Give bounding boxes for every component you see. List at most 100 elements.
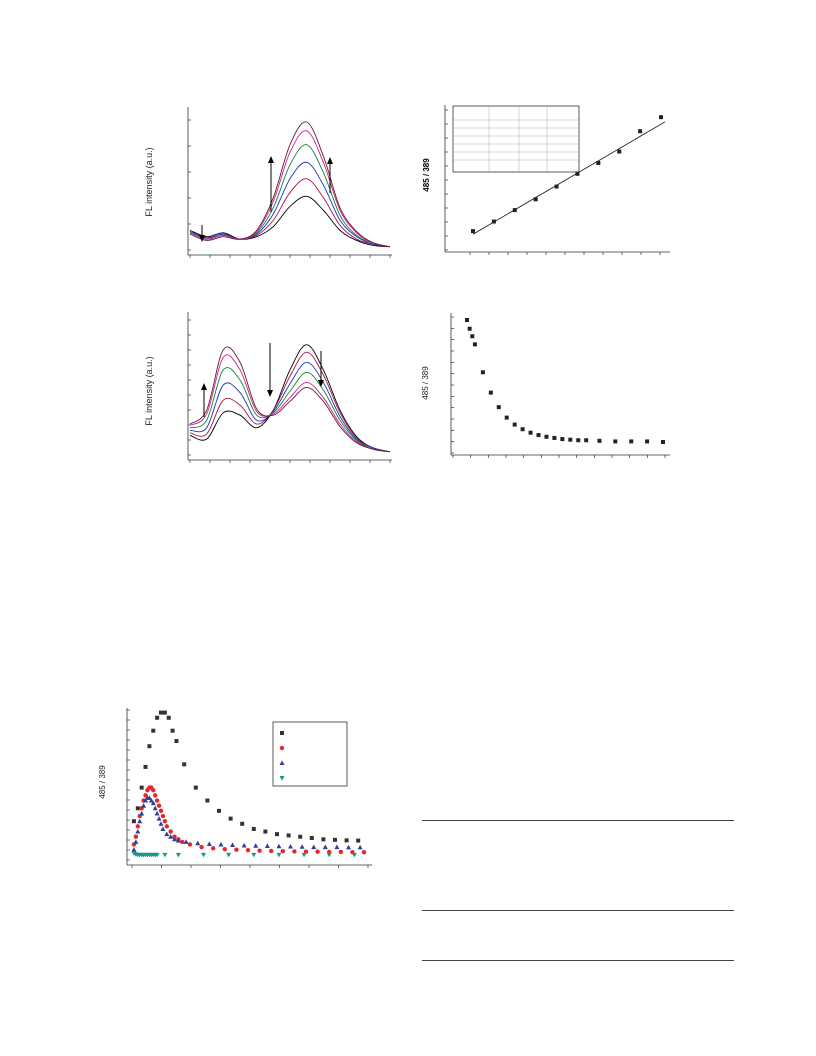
data-point	[544, 434, 549, 439]
data-point	[292, 849, 297, 854]
data-point	[133, 834, 139, 839]
data-point	[512, 208, 517, 213]
data-point	[152, 805, 158, 811]
data-point	[228, 816, 233, 821]
data-point	[584, 438, 589, 443]
y-axis-label: 485 / 389	[98, 765, 107, 799]
data-point	[613, 439, 618, 444]
annotation-arrows	[199, 156, 333, 242]
data-point	[533, 197, 538, 202]
data-point	[472, 342, 477, 347]
data-point	[195, 840, 201, 846]
data-point	[333, 837, 337, 842]
data-point	[174, 739, 179, 744]
data-point	[182, 762, 187, 767]
data-point	[180, 839, 185, 845]
spectrum-line	[189, 144, 391, 248]
data-point	[279, 745, 285, 751]
legend	[272, 721, 348, 787]
spectrum-line	[189, 361, 391, 453]
spectrum-line	[189, 121, 391, 248]
data-point	[139, 810, 145, 816]
data-point	[156, 803, 162, 808]
data-point	[222, 846, 227, 852]
data-point	[356, 838, 361, 843]
data-point	[205, 798, 210, 803]
table-mid-rule	[422, 910, 734, 911]
spectrum-line	[189, 195, 391, 248]
data-point	[253, 843, 259, 848]
spectrum-line	[189, 130, 391, 248]
data-point	[162, 819, 168, 824]
data-points	[131, 710, 367, 858]
data-point	[344, 838, 349, 843]
data-point	[131, 819, 136, 824]
data-point	[264, 843, 270, 849]
data-point	[234, 847, 239, 852]
data-point	[575, 171, 580, 176]
data-point	[158, 808, 164, 814]
annotation-arrows	[201, 343, 324, 417]
data-point	[162, 710, 167, 715]
spectrum-line	[189, 161, 391, 248]
data-point	[251, 826, 256, 831]
axes	[450, 313, 670, 458]
ratio-linear-chart: 485 / 389	[422, 105, 670, 255]
data-point	[554, 184, 559, 189]
data-point	[201, 852, 207, 858]
table-bottom-rule	[422, 960, 734, 961]
data-point	[154, 810, 160, 816]
data-point	[154, 852, 160, 858]
data-point	[560, 437, 565, 442]
data-points	[465, 318, 665, 444]
data-point	[568, 437, 573, 442]
data-point	[162, 852, 168, 858]
data-point	[155, 715, 160, 720]
data-point	[334, 844, 340, 850]
data-point	[552, 435, 557, 440]
spectrum-line	[189, 178, 391, 248]
y-axis-label: 485 / 389	[421, 366, 430, 400]
fit-line	[472, 121, 666, 235]
data-point	[193, 785, 198, 790]
data-point	[263, 829, 268, 834]
data-point	[154, 798, 160, 803]
data-point	[279, 776, 285, 781]
data-point	[131, 847, 137, 852]
data-point	[141, 803, 147, 808]
spectrum-line	[189, 354, 391, 453]
spectrum-line	[189, 351, 391, 453]
data-point	[240, 821, 245, 826]
data-point	[301, 852, 307, 858]
data-point	[137, 818, 143, 824]
data-point	[299, 844, 305, 849]
ratio-decay-chart: 485 / 389	[421, 313, 670, 458]
spectra-chart-a: FL intensity (a.u.)	[144, 107, 392, 258]
data-point	[275, 832, 279, 837]
axes	[126, 708, 372, 868]
data-point	[211, 846, 216, 851]
data-point	[597, 438, 602, 443]
data-point	[326, 852, 332, 858]
data-point	[170, 728, 175, 733]
data-point	[160, 813, 166, 819]
axes	[187, 312, 392, 463]
data-point	[351, 852, 357, 858]
data-point	[309, 836, 314, 841]
data-point	[298, 834, 303, 839]
data-point	[175, 838, 181, 843]
ratio-kinetics-chart: 485 / 389	[98, 708, 372, 868]
data-point	[491, 219, 496, 224]
data-point	[536, 433, 541, 438]
data-point	[470, 334, 475, 339]
data-point	[257, 848, 262, 853]
data-point	[276, 843, 282, 849]
data-point	[187, 842, 193, 847]
data-point	[168, 829, 173, 834]
data-point	[280, 849, 285, 854]
spectrum-line	[189, 344, 391, 453]
y-axis-label: FL intensity (a.u.)	[144, 147, 154, 216]
data-point	[276, 852, 282, 858]
data-point	[269, 848, 274, 854]
data-point	[148, 797, 154, 803]
